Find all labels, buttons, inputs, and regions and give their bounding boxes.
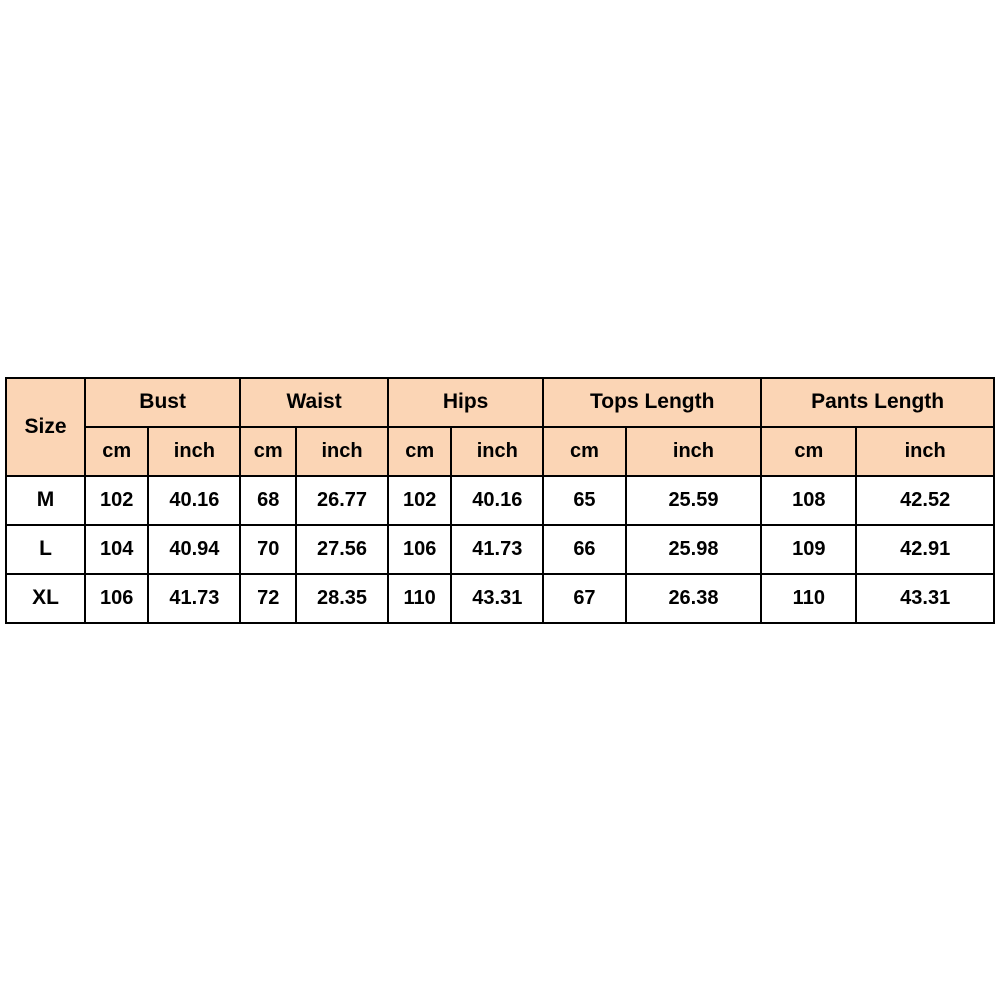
- data-cell: 42.52: [856, 476, 994, 525]
- table-body: M 102 40.16 68 26.77 102 40.16 65 25.59 …: [6, 476, 994, 623]
- measurement-header-waist: Waist: [240, 378, 388, 427]
- data-cell: 72: [240, 574, 296, 623]
- unit-cm: cm: [240, 427, 296, 476]
- data-cell: 65: [543, 476, 625, 525]
- data-cell: 25.59: [626, 476, 762, 525]
- data-cell: 43.31: [856, 574, 994, 623]
- unit-cm: cm: [761, 427, 856, 476]
- data-cell: 25.98: [626, 525, 762, 574]
- data-cell: 108: [761, 476, 856, 525]
- table-row: XL 106 41.73 72 28.35 110 43.31 67 26.38…: [6, 574, 994, 623]
- data-cell: 41.73: [451, 525, 543, 574]
- data-cell: 40.16: [148, 476, 240, 525]
- data-cell: 40.94: [148, 525, 240, 574]
- unit-inch: inch: [296, 427, 388, 476]
- measurement-header-pants-length: Pants Length: [761, 378, 994, 427]
- size-label: L: [6, 525, 85, 574]
- data-cell: 102: [388, 476, 451, 525]
- measurement-header-bust: Bust: [85, 378, 240, 427]
- data-cell: 110: [388, 574, 451, 623]
- data-cell: 66: [543, 525, 625, 574]
- unit-inch: inch: [451, 427, 543, 476]
- unit-cm: cm: [388, 427, 451, 476]
- data-cell: 67: [543, 574, 625, 623]
- data-cell: 106: [85, 574, 148, 623]
- unit-cm: cm: [85, 427, 148, 476]
- data-cell: 26.38: [626, 574, 762, 623]
- data-cell: 43.31: [451, 574, 543, 623]
- data-cell: 40.16: [451, 476, 543, 525]
- data-cell: 42.91: [856, 525, 994, 574]
- measurement-header-hips: Hips: [388, 378, 543, 427]
- data-cell: 28.35: [296, 574, 388, 623]
- size-chart-table: Size Bust Waist Hips Tops Length Pants L…: [5, 377, 995, 624]
- unit-inch: inch: [148, 427, 240, 476]
- data-cell: 41.73: [148, 574, 240, 623]
- data-cell: 70: [240, 525, 296, 574]
- header-row-units: cm inch cm inch cm inch cm inch cm inch: [6, 427, 994, 476]
- table-row: M 102 40.16 68 26.77 102 40.16 65 25.59 …: [6, 476, 994, 525]
- data-cell: 27.56: [296, 525, 388, 574]
- data-cell: 26.77: [296, 476, 388, 525]
- size-label: M: [6, 476, 85, 525]
- unit-inch: inch: [626, 427, 762, 476]
- data-cell: 102: [85, 476, 148, 525]
- measurement-header-tops-length: Tops Length: [543, 378, 761, 427]
- data-cell: 110: [761, 574, 856, 623]
- data-cell: 106: [388, 525, 451, 574]
- size-header: Size: [6, 378, 85, 476]
- data-cell: 109: [761, 525, 856, 574]
- page-container: Size Bust Waist Hips Tops Length Pants L…: [0, 0, 1000, 1000]
- data-cell: 68: [240, 476, 296, 525]
- size-label: XL: [6, 574, 85, 623]
- unit-inch: inch: [856, 427, 994, 476]
- table-row: L 104 40.94 70 27.56 106 41.73 66 25.98 …: [6, 525, 994, 574]
- table-header: Size Bust Waist Hips Tops Length Pants L…: [6, 378, 994, 476]
- data-cell: 104: [85, 525, 148, 574]
- header-row-measurements: Size Bust Waist Hips Tops Length Pants L…: [6, 378, 994, 427]
- unit-cm: cm: [543, 427, 625, 476]
